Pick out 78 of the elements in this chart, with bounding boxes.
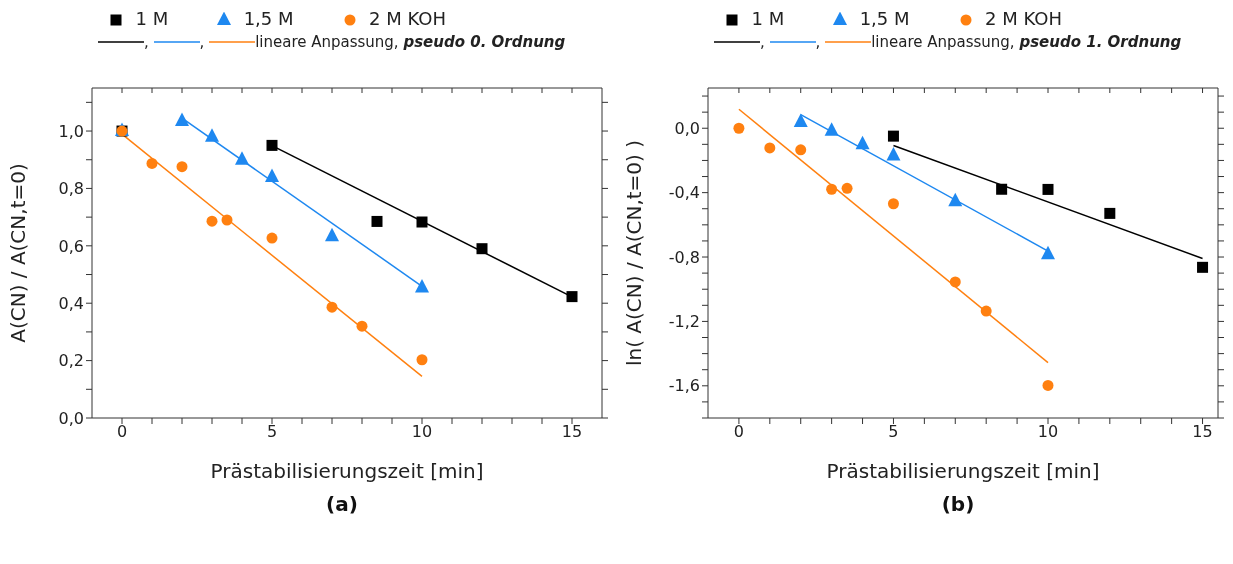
point [205,128,219,142]
legend-label: , [198,33,206,51]
y-tick-label: -0,4 [668,183,700,203]
x-tick-label: 5 [888,422,899,442]
legend-label: lineare Anpassung, [870,33,1016,51]
point [416,216,428,228]
point [1042,183,1054,195]
legend-label: 1,5 M [242,8,294,29]
point [841,182,853,194]
point [356,320,368,332]
point [793,113,808,127]
legend-label: 1 M [134,8,169,29]
y-tick-label: 0,0 [674,118,700,138]
y-axis-title: ln( A(CN) / A(CN,t=0) ) [622,139,647,367]
y-tick-label: 0,2 [58,351,84,371]
point [415,278,429,293]
point [221,214,233,226]
point [265,168,279,182]
point [146,157,158,169]
point [1041,245,1055,260]
point [996,183,1008,195]
y-tick-label: 0,8 [58,179,84,199]
legend-label: , [143,33,150,51]
point [886,147,901,161]
point [764,142,776,154]
point [826,183,838,195]
y-tick-label: -1,6 [668,376,700,396]
legend-label: , [759,33,766,51]
y-axis-title: A(CN) / A(CN,t=0) [6,163,31,343]
point [980,305,992,317]
point [266,139,278,151]
point [887,130,899,142]
y-tick-label: -1,2 [668,312,700,332]
point [1042,379,1054,391]
point [566,291,578,303]
point [887,198,899,210]
point [824,122,839,136]
x-tick-label: 0 [116,422,128,442]
text: (a) [325,492,359,516]
point [235,151,249,165]
point [855,135,870,150]
x-axis-title: Prästabilisierungszeit [min] [826,459,1100,483]
text: pseudo 1. Ordnung [1019,33,1182,51]
point [795,144,807,156]
y-tick-label: 1,0 [58,121,84,141]
point [325,227,339,242]
x-axis-title: Prästabilisierungszeit [min] [210,459,484,483]
point [326,301,338,313]
point [371,215,383,227]
x-tick-label: 0 [733,422,744,442]
point [266,232,278,244]
legend-label: 2 M KOH [367,8,446,29]
y-tick-label: 0,6 [58,236,84,256]
x-tick-label: 15 [561,422,583,442]
x-tick-label: 15 [1192,422,1213,442]
point [733,122,745,134]
y-tick-label: 0,0 [58,408,84,428]
x-tick-label: 10 [411,422,433,442]
point [176,161,188,173]
point [1197,261,1209,273]
point [175,112,189,126]
x-tick-label: 10 [1037,422,1059,442]
legend-label: 1 M [750,8,785,29]
point [948,192,963,207]
legend-label: 1,5 M [858,8,910,29]
point [416,354,428,366]
y-tick-label: 0,4 [58,293,84,313]
legend-label: lineare Anpassung, [254,33,400,51]
legend-label: 2 M KOH [983,8,1062,29]
point [949,276,961,288]
text: pseudo 0. Ordnung [403,33,566,51]
y-tick-label: -0,8 [668,247,700,267]
x-tick-label: 5 [266,422,278,442]
point [1104,207,1116,219]
point [206,215,218,227]
point [476,243,488,255]
text: (b) [940,492,976,516]
legend-label: , [814,33,822,51]
